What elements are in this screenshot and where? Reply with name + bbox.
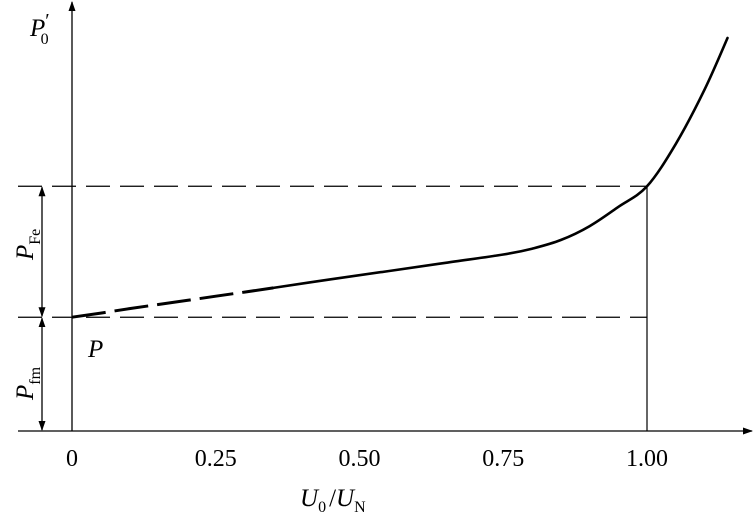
x-label-main: U bbox=[300, 485, 320, 512]
x-label-sub: 0 bbox=[318, 499, 326, 516]
curve-dashed-segment bbox=[71, 286, 274, 319]
p-fe-sub: Fe bbox=[27, 229, 44, 245]
p-fm-label: Pfm bbox=[12, 366, 44, 401]
x-tick-labels: 0 0.25 0.50 0.75 1.00 bbox=[66, 446, 668, 472]
curve-solid-segment bbox=[272, 36, 729, 290]
p-fe-main: P bbox=[12, 245, 39, 261]
y-label-prime: ′ bbox=[45, 10, 49, 32]
p-fe-label: PFe bbox=[12, 229, 44, 261]
p-fm-main: P bbox=[12, 385, 39, 401]
x-tick-label: 0 bbox=[66, 446, 78, 472]
x-label-main2: U bbox=[336, 485, 356, 512]
point-p-label: P bbox=[87, 336, 103, 363]
x-tick-label: 0.25 bbox=[195, 446, 237, 472]
x-label-sep: / bbox=[329, 485, 336, 512]
x-tick-label: 0.75 bbox=[482, 446, 524, 472]
y-label-sub: 0 bbox=[41, 31, 49, 48]
p-fm-sub: fm bbox=[27, 366, 44, 384]
y-axis-label: P′ 0 bbox=[29, 10, 50, 48]
x-tick-label: 0.50 bbox=[339, 446, 381, 472]
x-tick-label: 1.00 bbox=[626, 446, 668, 472]
x-axis-label: U0/UN bbox=[300, 485, 366, 516]
x-label-sub2: N bbox=[354, 499, 366, 516]
y-label-main: P bbox=[29, 15, 45, 42]
